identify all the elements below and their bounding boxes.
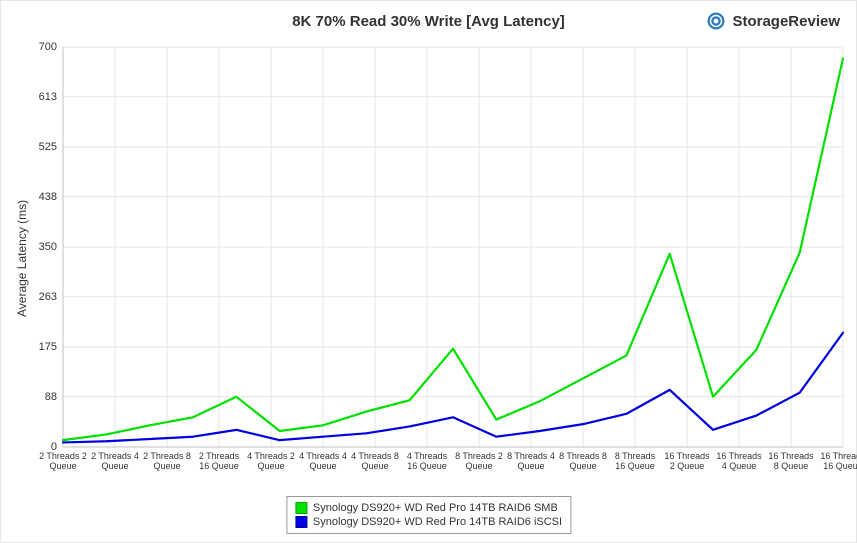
x-tick-label: 2 Threads 4 Queue bbox=[89, 451, 141, 472]
legend-label: Synology DS920+ WD Red Pro 14TB RAID6 SM… bbox=[313, 502, 558, 514]
y-axis-title: Average Latency (ms) bbox=[15, 200, 29, 317]
series-line bbox=[63, 58, 843, 440]
x-tick-label: 8 Threads 16 Queue bbox=[609, 451, 661, 472]
plot-area: 0881752633504385256137002 Threads 2 Queu… bbox=[63, 47, 843, 447]
legend-swatch bbox=[295, 502, 307, 514]
legend-swatch bbox=[295, 516, 307, 528]
y-tick-label: 175 bbox=[39, 341, 57, 353]
x-tick-label: 16 Threads 8 Queue bbox=[765, 451, 817, 472]
x-tick-label: 2 Threads 8 Queue bbox=[141, 451, 193, 472]
x-tick-label: 8 Threads 8 Queue bbox=[557, 451, 609, 472]
y-tick-label: 438 bbox=[39, 191, 57, 203]
y-tick-label: 88 bbox=[45, 391, 57, 403]
x-tick-label: 16 Threads 16 Queue bbox=[817, 451, 857, 472]
storage-disc-icon bbox=[706, 11, 726, 31]
x-tick-label: 4 Threads 4 Queue bbox=[297, 451, 349, 472]
x-tick-label: 16 Threads 4 Queue bbox=[713, 451, 765, 472]
y-tick-label: 700 bbox=[39, 41, 57, 53]
legend-label: Synology DS920+ WD Red Pro 14TB RAID6 iS… bbox=[313, 516, 562, 528]
x-tick-label: 16 Threads 2 Queue bbox=[661, 451, 713, 472]
legend-item: Synology DS920+ WD Red Pro 14TB RAID6 SM… bbox=[295, 501, 562, 515]
plot-svg bbox=[63, 47, 843, 447]
y-tick-label: 350 bbox=[39, 241, 57, 253]
brand-text: StorageReview bbox=[732, 13, 840, 30]
y-tick-label: 525 bbox=[39, 141, 57, 153]
x-tick-label: 8 Threads 4 Queue bbox=[505, 451, 557, 472]
y-tick-label: 263 bbox=[39, 291, 57, 303]
x-tick-label: 4 Threads 2 Queue bbox=[245, 451, 297, 472]
brand: StorageReview bbox=[706, 11, 840, 31]
legend-item: Synology DS920+ WD Red Pro 14TB RAID6 iS… bbox=[295, 515, 562, 529]
chart-container: 8K 70% Read 30% Write [Avg Latency] Stor… bbox=[0, 0, 857, 543]
x-tick-label: 4 Threads 8 Queue bbox=[349, 451, 401, 472]
legend: Synology DS920+ WD Red Pro 14TB RAID6 SM… bbox=[286, 496, 571, 534]
x-tick-label: 2 Threads 16 Queue bbox=[193, 451, 245, 472]
x-tick-label: 2 Threads 2 Queue bbox=[37, 451, 89, 472]
x-tick-label: 8 Threads 2 Queue bbox=[453, 451, 505, 472]
x-tick-label: 4 Threads 16 Queue bbox=[401, 451, 453, 472]
y-tick-label: 613 bbox=[39, 91, 57, 103]
